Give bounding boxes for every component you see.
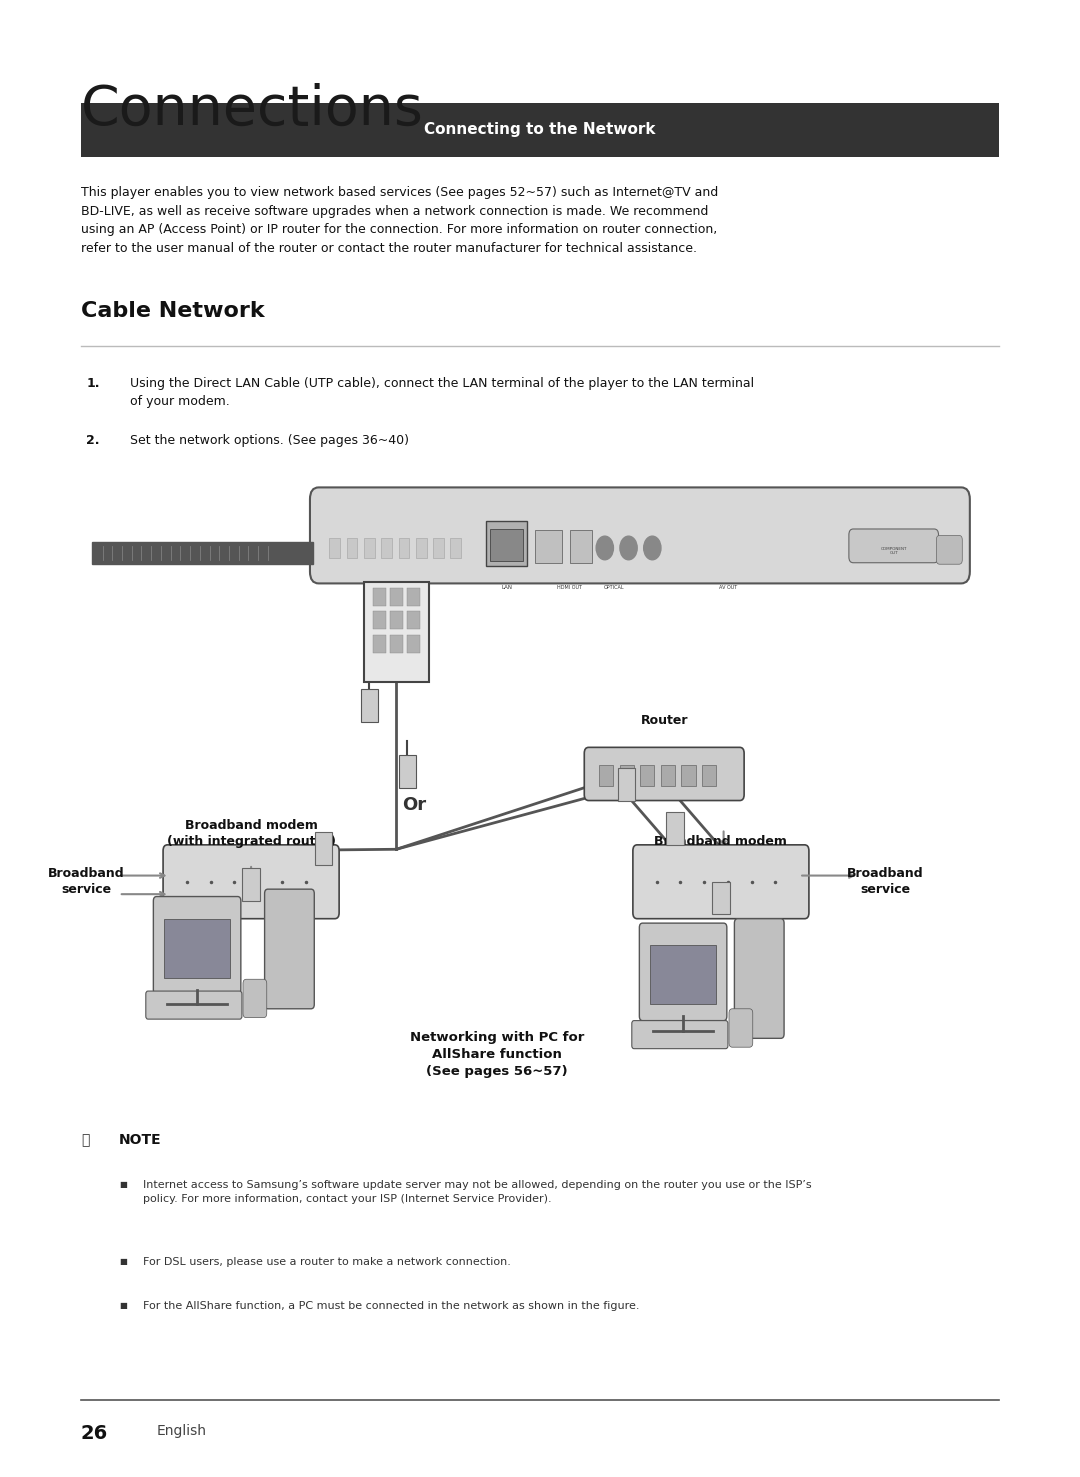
Bar [407, 611, 420, 629]
FancyBboxPatch shape [632, 1021, 728, 1049]
Circle shape [620, 536, 637, 560]
Bar [702, 765, 716, 786]
Text: For DSL users, please use a router to make a network connection.: For DSL users, please use a router to ma… [143, 1257, 511, 1267]
Bar [399, 755, 416, 789]
Bar [390, 635, 403, 653]
Bar [620, 765, 634, 786]
Bar [407, 588, 420, 606]
Bar [661, 765, 675, 786]
FancyBboxPatch shape [153, 897, 241, 994]
Bar [364, 582, 429, 682]
Bar [618, 768, 635, 801]
Text: ■: ■ [119, 1301, 126, 1310]
Text: 26: 26 [81, 1424, 108, 1443]
Bar [407, 635, 420, 653]
Text: NOTE: NOTE [119, 1133, 161, 1146]
Text: Or: Or [402, 796, 426, 814]
Bar [347, 539, 357, 558]
FancyBboxPatch shape [584, 747, 744, 801]
Bar [315, 833, 333, 866]
Text: Broadband modem: Broadband modem [654, 835, 787, 848]
FancyBboxPatch shape [936, 536, 962, 564]
Bar [92, 542, 313, 564]
Bar [390, 588, 403, 606]
Text: Cable Network: Cable Network [81, 301, 265, 322]
Bar [373, 611, 386, 629]
Text: Router: Router [640, 713, 688, 727]
Bar [373, 588, 386, 606]
Bar [535, 530, 562, 563]
Bar [390, 611, 403, 629]
FancyBboxPatch shape [633, 845, 809, 919]
Bar [416, 539, 427, 558]
Text: 1.: 1. [86, 377, 100, 390]
Circle shape [596, 536, 613, 560]
Bar [242, 868, 260, 901]
Bar [490, 529, 523, 561]
Text: Set the network options. (See pages 36~40): Set the network options. (See pages 36~4… [130, 434, 408, 448]
Bar [650, 945, 716, 1004]
Text: Networking with PC for
AllShare function
(See pages 56~57): Networking with PC for AllShare function… [409, 1031, 584, 1078]
Bar [681, 765, 696, 786]
Bar [570, 530, 592, 563]
Text: ■: ■ [119, 1180, 126, 1189]
Text: HDMI OUT: HDMI OUT [556, 585, 582, 589]
FancyBboxPatch shape [639, 923, 727, 1021]
Text: COMPONENT
OUT: COMPONENT OUT [880, 546, 907, 555]
Text: 📝: 📝 [81, 1133, 90, 1146]
FancyBboxPatch shape [163, 845, 339, 919]
Text: AV OUT: AV OUT [719, 585, 737, 589]
FancyBboxPatch shape [146, 991, 242, 1019]
Bar [666, 812, 684, 845]
Bar [81, 103, 999, 157]
Bar [164, 919, 230, 978]
Text: Connections: Connections [81, 83, 423, 137]
FancyBboxPatch shape [849, 529, 939, 563]
Bar [329, 539, 340, 558]
Text: ■: ■ [119, 1257, 126, 1266]
Text: Using the Direct LAN Cable (UTP cable), connect the LAN terminal of the player t: Using the Direct LAN Cable (UTP cable), … [130, 377, 754, 408]
FancyBboxPatch shape [243, 979, 267, 1018]
FancyBboxPatch shape [734, 919, 784, 1038]
Text: For the AllShare function, a PC must be connected in the network as shown in the: For the AllShare function, a PC must be … [143, 1301, 639, 1312]
Bar [433, 539, 444, 558]
Text: 2.: 2. [86, 434, 100, 448]
Bar [373, 635, 386, 653]
Circle shape [644, 536, 661, 560]
FancyBboxPatch shape [265, 889, 314, 1009]
Text: Internet access to Samsung’s software update server may not be allowed, dependin: Internet access to Samsung’s software up… [143, 1180, 811, 1204]
Text: LAN: LAN [501, 585, 512, 589]
Text: English: English [157, 1424, 206, 1437]
Bar [364, 539, 375, 558]
Bar [599, 765, 613, 786]
Bar [450, 539, 461, 558]
Text: Broadband modem
(with integrated router): Broadband modem (with integrated router) [166, 818, 336, 848]
Bar [713, 882, 730, 914]
Text: Broadband
service: Broadband service [49, 867, 124, 897]
FancyBboxPatch shape [729, 1009, 753, 1047]
Text: Broadband
service: Broadband service [848, 867, 923, 897]
Bar [381, 539, 392, 558]
Bar [640, 765, 654, 786]
Text: Connecting to the Network: Connecting to the Network [424, 123, 656, 137]
Bar [486, 521, 527, 566]
Text: This player enables you to view network based services (See pages 52~57) such as: This player enables you to view network … [81, 186, 718, 254]
Bar [361, 688, 378, 721]
FancyBboxPatch shape [310, 487, 970, 583]
Bar [399, 539, 409, 558]
Text: OPTICAL: OPTICAL [604, 585, 625, 589]
